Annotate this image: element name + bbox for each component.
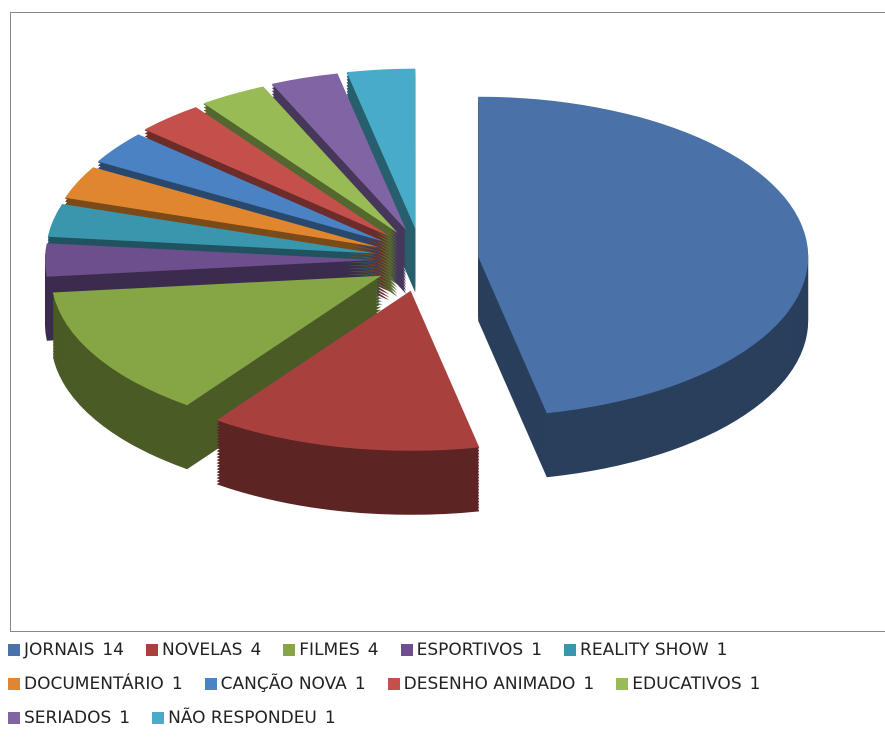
slice <box>478 96 809 414</box>
legend-swatch <box>146 644 158 656</box>
legend-label: SERIADOS <box>24 708 112 728</box>
legend-value: 1 <box>354 674 366 694</box>
legend-value: 1 <box>531 640 543 660</box>
legend-label: EDUCATIVOS <box>632 674 742 694</box>
legend-value: 1 <box>171 674 183 694</box>
legend-swatch <box>564 644 577 656</box>
legend-label: JORNAIS <box>24 640 95 660</box>
legend: JORNAIS 14 NOVELAS 4 FILMES 4 ESPORTIVOS 1 REALI… <box>8 640 885 728</box>
legend-label: FILMES <box>299 640 360 660</box>
legend-value: 4 <box>250 640 262 660</box>
legend-item: NÃO RESPONDEU 1 <box>152 708 336 728</box>
chart <box>10 12 885 632</box>
slice <box>47 204 376 254</box>
legend-swatch <box>8 644 20 656</box>
legend-label: DOCUMENTÁRIO <box>24 674 164 694</box>
legend-swatch <box>8 678 20 690</box>
slice <box>52 275 382 406</box>
slice <box>144 107 390 237</box>
legend-swatch <box>387 678 400 690</box>
slice <box>44 243 375 277</box>
legend-label: NOVELAS <box>162 640 243 660</box>
slice <box>65 167 379 248</box>
slice <box>346 68 416 229</box>
legend-item: CANÇÃO NOVA 1 <box>204 674 366 694</box>
legend-label: DESENHO ANIMADO <box>403 674 576 694</box>
legend-item: DESENHO ANIMADO 1 <box>387 674 595 694</box>
legend-swatch <box>8 712 20 724</box>
legend-label: ESPORTIVOS <box>416 640 524 660</box>
slice <box>216 290 480 451</box>
legend-value: 4 <box>367 640 379 660</box>
legend-swatch <box>400 644 413 656</box>
slice <box>97 134 384 242</box>
legend-value: 1 <box>749 674 761 694</box>
legend-value: 1 <box>583 674 595 694</box>
legend-label: REALITY SHOW <box>580 640 709 660</box>
legend-value: 14 <box>102 640 124 660</box>
legend-label: NÃO RESPONDEU <box>168 708 317 728</box>
slice <box>271 73 407 231</box>
legend-swatch <box>283 644 296 656</box>
legend-value: 1 <box>716 640 728 660</box>
legend-item: JORNAIS 14 <box>8 640 124 660</box>
legend-value: 1 <box>324 708 336 728</box>
legend-swatch <box>616 678 629 690</box>
legend-item: NOVELAS 4 <box>146 640 261 660</box>
legend-swatch <box>204 678 217 690</box>
legend-value: 1 <box>119 708 131 728</box>
legend-item: EDUCATIVOS 1 <box>616 674 760 694</box>
legend-label: CANÇÃO NOVA <box>220 674 347 694</box>
legend-item: ESPORTIVOS 1 <box>400 640 543 660</box>
slice <box>203 86 398 233</box>
legend-item: DOCUMENTÁRIO 1 <box>8 674 183 694</box>
legend-item: REALITY SHOW 1 <box>564 640 727 660</box>
legend-item: FILMES 4 <box>283 640 379 660</box>
legend-item: SERIADOS 1 <box>8 708 130 728</box>
legend-swatch <box>152 712 165 724</box>
